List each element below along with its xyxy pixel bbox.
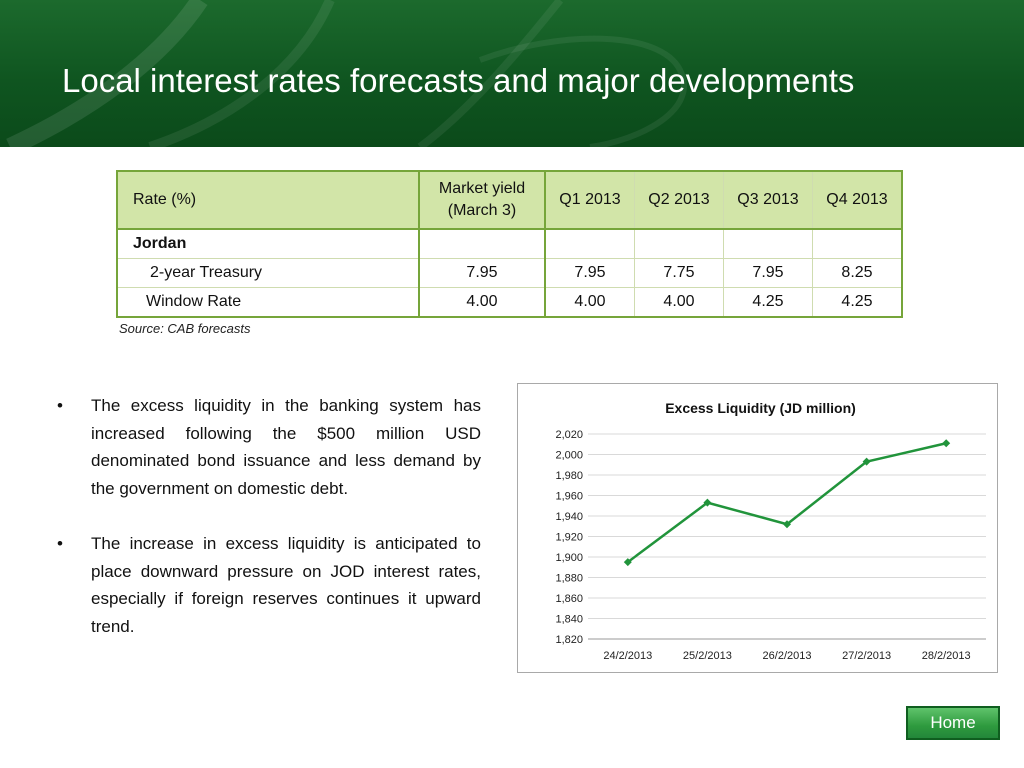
bullet-item: • The increase in excess liquidity is an…	[57, 530, 481, 640]
y-tick-label: 1,920	[555, 532, 583, 544]
table-cell: 4.00	[544, 287, 635, 318]
x-tick-label: 24/2/2013	[603, 650, 652, 662]
table-cell: 7.95	[723, 258, 813, 288]
data-point	[783, 520, 791, 529]
banner-swirl-graphic	[6, 0, 687, 147]
table-row: Window Rate 4.00 4.00 4.00 4.25 4.25	[116, 287, 903, 318]
table-header-cell: Q3 2013	[723, 170, 813, 230]
x-tick-label: 26/2/2013	[763, 650, 812, 662]
y-tick-label: 2,020	[555, 429, 583, 441]
chart-canvas: Excess Liquidity (JD million) 1,820 1,840 1…	[555, 400, 986, 662]
table-source-note: Source: CAB forecasts	[119, 321, 251, 336]
table-cell	[723, 228, 813, 259]
bullet-list: • The excess liquidity in the banking sy…	[57, 392, 481, 668]
bullet-icon: •	[57, 396, 63, 415]
table-row: 2-year Treasury 7.95 7.95 7.75 7.95 8.25	[116, 258, 903, 288]
table-cell	[634, 228, 724, 259]
series-line	[627, 442, 947, 564]
table-header-row: Rate (%) Market yield (March 3) Q1 2013 …	[116, 170, 903, 230]
table-row: Jordan	[116, 228, 903, 259]
y-tick-label: 1,980	[555, 470, 583, 482]
table-cell: 4.25	[812, 287, 903, 318]
table-cell: 4.25	[723, 287, 813, 318]
table-row-label: Window Rate	[116, 287, 420, 318]
table-cell: 8.25	[812, 258, 903, 288]
table-row-label: 2-year Treasury	[116, 258, 420, 288]
bullet-text: The excess liquidity in the banking syst…	[91, 396, 481, 498]
bullet-item: • The excess liquidity in the banking sy…	[57, 392, 481, 502]
y-tick-label: 1,940	[555, 511, 583, 523]
table-cell	[812, 228, 903, 259]
table-header-line: (March 3)	[447, 202, 517, 219]
table-cell: 7.95	[418, 258, 546, 288]
y-tick-label: 1,820	[555, 634, 583, 646]
rates-table: Rate (%) Market yield (March 3) Q1 2013 …	[116, 170, 903, 318]
data-point	[703, 498, 712, 507]
page-title: Local interest rates forecasts and major…	[62, 62, 855, 99]
y-tick-label: 1,960	[555, 491, 583, 503]
table-header-cell: Q2 2013	[634, 170, 724, 230]
table-cell	[544, 228, 635, 259]
x-tick-label: 28/2/2013	[922, 650, 971, 662]
chart-title: Excess Liquidity (JD million)	[665, 400, 856, 416]
y-tick-label: 1,880	[555, 573, 583, 585]
table-group-label: Jordan	[116, 228, 420, 259]
title-banner: Local interest rates forecasts and major…	[0, 0, 1024, 147]
data-point	[942, 439, 951, 448]
y-tick-label: 2,000	[555, 450, 583, 462]
x-tick-label: 27/2/2013	[842, 650, 891, 662]
table-header-cell: Q4 2013	[812, 170, 903, 230]
table-header-cell: Rate (%)	[116, 170, 420, 230]
data-point	[862, 457, 871, 466]
y-tick-label: 1,840	[555, 614, 583, 626]
table-header-line: Market yield	[438, 180, 526, 197]
excess-liquidity-chart: Excess Liquidity (JD million) 1,820 1,840 1…	[517, 383, 998, 673]
home-button[interactable]: Home	[906, 706, 1000, 740]
table-header-cell: Market yield (March 3)	[418, 170, 546, 230]
table-cell: 4.00	[418, 287, 546, 318]
table-header-cell: Q1 2013	[544, 170, 635, 230]
data-point	[623, 558, 632, 567]
table-cell: 7.95	[544, 258, 635, 288]
table-cell	[418, 228, 546, 259]
bullet-text: The increase in excess liquidity is anti…	[91, 534, 481, 636]
table-cell: 7.75	[634, 258, 724, 288]
table-cell: 4.00	[634, 287, 724, 318]
x-tick-label: 25/2/2013	[683, 650, 732, 662]
y-tick-label: 1,900	[555, 552, 583, 564]
y-tick-label: 1,860	[555, 593, 583, 605]
bullet-icon: •	[57, 534, 63, 553]
